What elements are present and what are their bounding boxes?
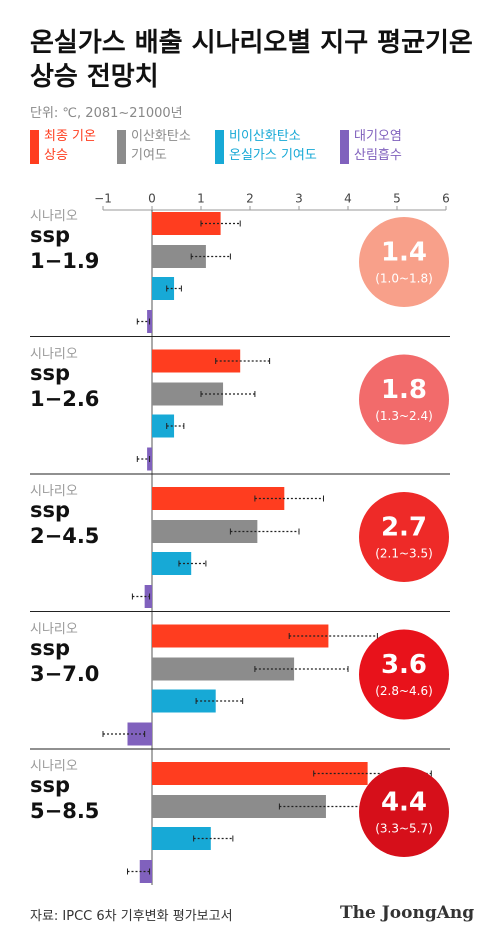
x-tick-label: 5 — [393, 192, 401, 206]
error-bar — [229, 528, 300, 535]
total-range-label: (1.3~2.4) — [375, 409, 433, 423]
category-label: ssp 5−8.5 — [30, 773, 100, 823]
error-bar — [254, 666, 349, 672]
error-bar — [136, 456, 151, 462]
total-circle — [359, 629, 449, 720]
total-range-label: (2.8~4.6) — [375, 684, 433, 698]
bar — [152, 414, 175, 438]
legend-label: 대기오염 산림흡수 — [354, 129, 402, 163]
brand: The JoongAng — [340, 903, 475, 923]
category-label: ssp 1−1.9 — [30, 223, 100, 273]
bar — [139, 860, 152, 883]
error-bar — [136, 318, 151, 325]
error-bar — [178, 560, 207, 567]
error-bar — [166, 285, 182, 292]
row-label: 시나리오 — [30, 346, 78, 362]
legend-label: 비이산화탄소 온실가스 기여도 — [229, 129, 317, 163]
total-value-label: 1.4 — [381, 238, 427, 268]
bar — [152, 624, 329, 648]
error-bar — [254, 495, 324, 502]
error-bar — [166, 423, 185, 429]
legend-label: 최종 기온 상승 — [44, 129, 96, 163]
bar — [152, 487, 285, 510]
x-tick-label: 2 — [246, 192, 254, 206]
error-bar — [102, 731, 146, 737]
bar — [152, 827, 211, 850]
total-circle — [359, 492, 449, 582]
legend-label: 이산화탄소 기여도 — [131, 129, 191, 163]
bar — [152, 689, 216, 713]
total-circle — [359, 354, 449, 445]
category-label: ssp 2−4.5 — [30, 498, 100, 548]
error-bar — [131, 593, 151, 600]
total-circle — [359, 217, 449, 307]
x-tick-label: −1 — [94, 192, 112, 206]
error-bar — [127, 868, 151, 875]
bar — [152, 552, 192, 575]
legend-swatch — [215, 130, 224, 164]
total-value-label: 2.7 — [381, 513, 427, 543]
error-bar — [193, 835, 234, 842]
error-bar — [200, 391, 256, 397]
x-tick-label: 1 — [197, 192, 205, 206]
bar — [152, 212, 221, 235]
bar — [152, 277, 175, 300]
row-label: 시나리오 — [30, 621, 78, 637]
x-tick-label: 6 — [442, 192, 450, 206]
bar — [152, 382, 224, 406]
row-label: 시나리오 — [30, 759, 78, 774]
total-range-label: (2.1~3.5) — [375, 547, 433, 561]
total-range-label: (3.3~5.7) — [375, 822, 433, 836]
error-bar — [215, 358, 271, 364]
bar — [152, 245, 206, 268]
error-bar — [288, 633, 378, 639]
category-label: ssp 1−2.6 — [30, 360, 100, 411]
category-label: ssp 3−7.0 — [30, 635, 100, 686]
total-circle — [359, 767, 449, 857]
total-value-label: 3.6 — [381, 650, 427, 680]
total-value-label: 4.4 — [381, 788, 427, 818]
bar — [152, 520, 258, 543]
bar — [152, 657, 295, 681]
bar — [152, 762, 368, 785]
source: 자료: IPCC 6차 기후변화 평가보고서 — [30, 909, 233, 924]
x-tick-label: 4 — [344, 192, 352, 206]
subtitle: 단위: ℃, 2081~21000년 — [30, 106, 183, 121]
legend-swatch — [117, 130, 126, 164]
bar — [152, 349, 241, 373]
total-value-label: 1.8 — [381, 375, 427, 405]
row-label: 시나리오 — [30, 484, 78, 499]
error-bar — [200, 220, 241, 227]
error-bar — [190, 253, 231, 260]
x-tick-label: 3 — [295, 192, 303, 206]
bar — [152, 795, 326, 818]
x-tick-label: 0 — [148, 192, 156, 206]
legend-swatch — [340, 130, 349, 164]
row-label: 시나리오 — [30, 209, 78, 224]
total-range-label: (1.0~1.8) — [375, 272, 433, 286]
chart-title: 온실가스 배출 시나리오별 지구 평균기온 상승 전망치 — [30, 28, 473, 92]
bar — [144, 585, 152, 608]
legend-swatch — [30, 130, 39, 164]
error-bar — [195, 698, 244, 704]
